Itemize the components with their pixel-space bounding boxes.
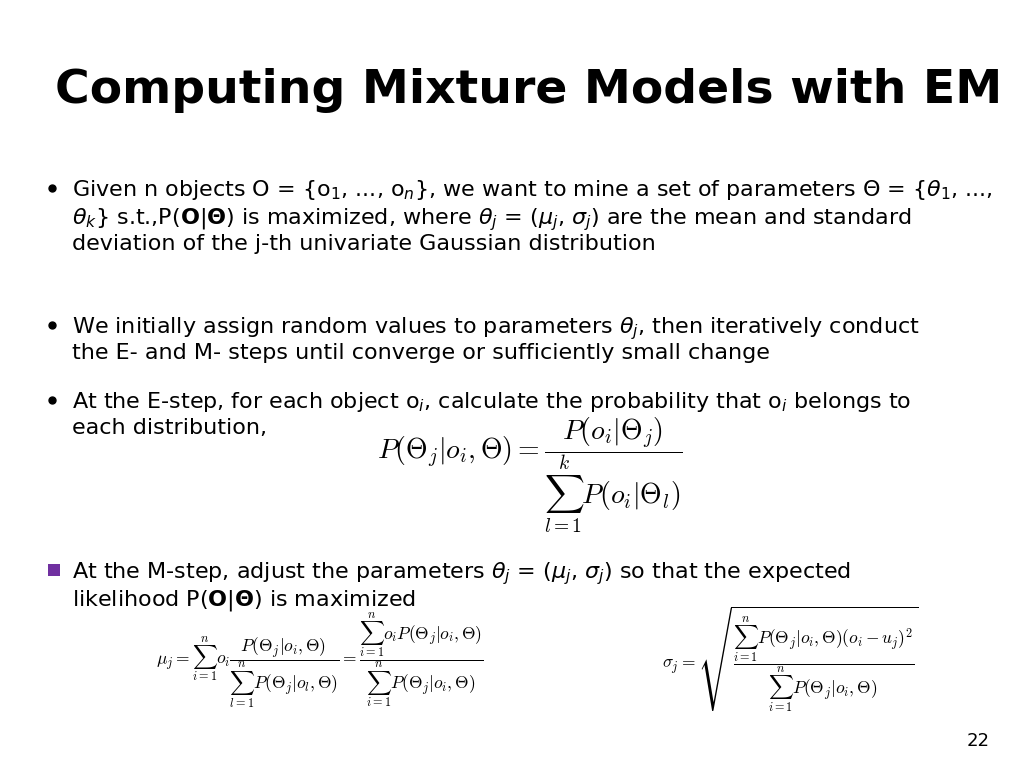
Text: $\theta_k$} s.t.,P($\mathbf{O}|\mathbf{\Theta}$) is maximized, where $\theta_j$ : $\theta_k$} s.t.,P($\mathbf{O}|\mathbf{\… [72,206,911,233]
Text: $\mu_j = \sum_{i=1}^{n} o_i \dfrac{P(\Theta_j|o_i, \mathbf{\Theta})}{\sum_{l=1}^: $\mu_j = \sum_{i=1}^{n} o_i \dfrac{P(\Th… [156,610,484,710]
Text: deviation of the j-th univariate Gaussian distribution: deviation of the j-th univariate Gaussia… [72,234,655,254]
Text: Given n objects O = {o$_1$, ..., o$_n$}, we want to mine a set of parameters $\T: Given n objects O = {o$_1$, ..., o$_n$},… [72,178,993,202]
Text: At the M-step, adjust the parameters $\theta_j$ = ($\mu_j$, $\sigma_j$) so that : At the M-step, adjust the parameters $\t… [72,560,851,587]
Text: 22: 22 [967,732,990,750]
Text: each distribution,: each distribution, [72,418,267,438]
Bar [48,564,60,576]
Text: At the E-step, for each object o$_i$, calculate the probability that o$_i$ belon: At the E-step, for each object o$_i$, ca… [72,390,911,414]
Text: $\sigma_j = \sqrt{\dfrac{\sum_{i=1}^{n} P(\Theta_j|o_i, \mathbf{\Theta})(o_i - u: $\sigma_j = \sqrt{\dfrac{\sum_{i=1}^{n} … [662,605,919,715]
Text: the E- and M- steps until converge or sufficiently small change: the E- and M- steps until converge or su… [72,343,770,363]
Text: likelihood P($\mathbf{O}|\mathbf{\Theta}$) is maximized: likelihood P($\mathbf{O}|\mathbf{\Theta}… [72,588,416,613]
Text: We initially assign random values to parameters $\theta_j$, then iteratively con: We initially assign random values to par… [72,315,920,342]
Text: Computing Mixture Models with EM: Computing Mixture Models with EM [55,68,1002,113]
Text: $P(\Theta_j|o_i, \mathbf{\Theta}) = \dfrac{P(o_i|\Theta_j)}{\sum_{l=1}^{k} P(o_i: $P(\Theta_j|o_i, \mathbf{\Theta}) = \dfr… [377,415,683,535]
